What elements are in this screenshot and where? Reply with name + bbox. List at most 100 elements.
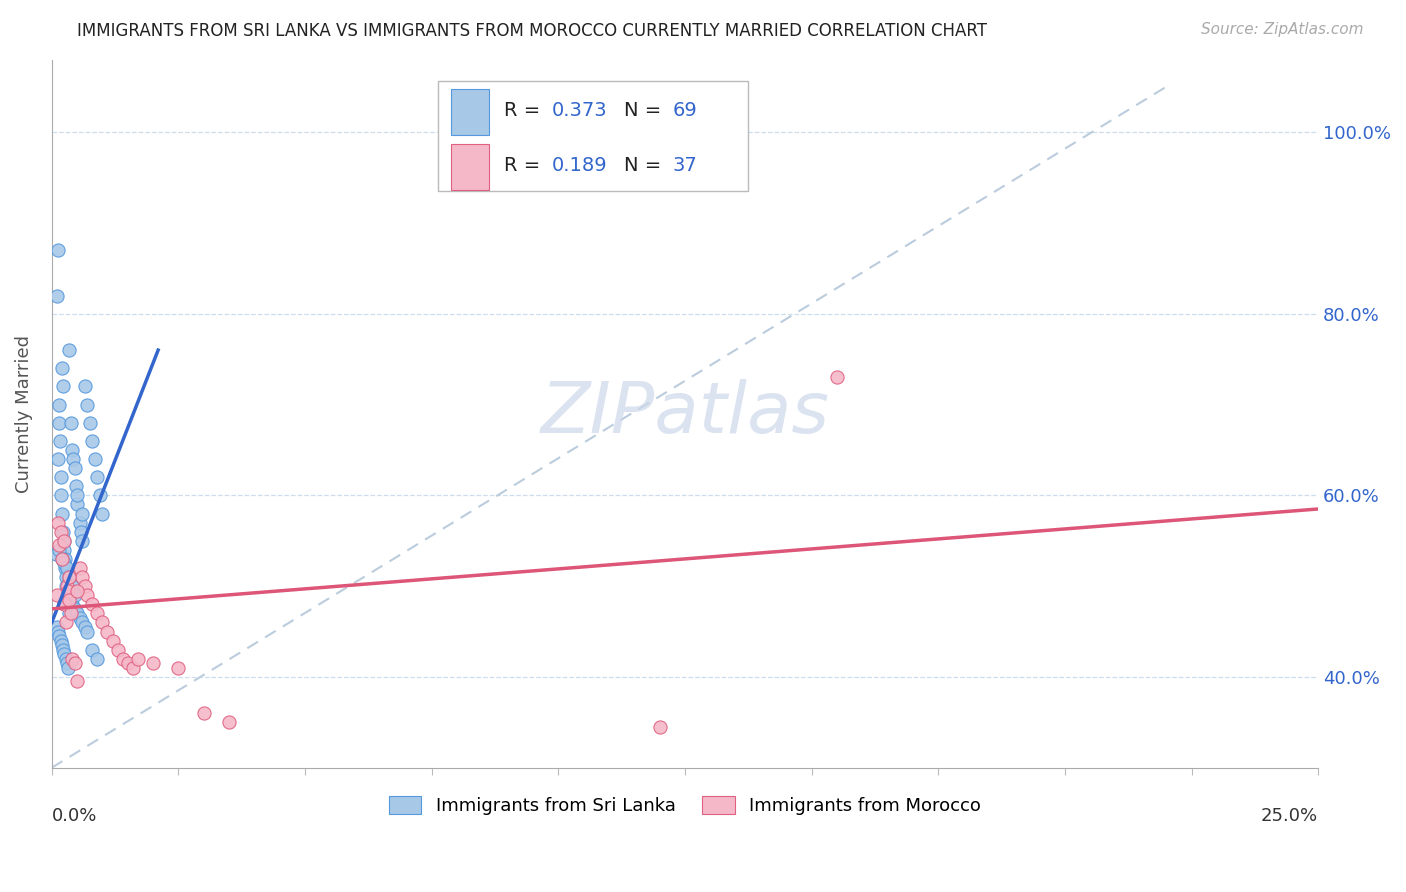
Point: [70, 570, 93, 584]
Point: [59, 607, 82, 621]
Point: [51, 638, 73, 652]
Point: [56, 597, 79, 611]
Point: [59, 588, 82, 602]
Point: [46, 244, 69, 258]
Point: [58, 343, 80, 357]
Point: [70, 507, 93, 521]
Point: [70, 615, 93, 630]
Point: [45, 588, 67, 602]
Point: [55, 570, 77, 584]
Point: [86, 470, 108, 484]
Point: [49, 470, 72, 484]
Text: N =: N =: [624, 155, 668, 175]
Point: [63, 657, 86, 671]
Point: [63, 461, 86, 475]
Point: [51, 552, 73, 566]
Point: [96, 624, 118, 639]
Point: [73, 579, 96, 593]
Point: [66, 674, 89, 689]
Point: [49, 524, 72, 539]
FancyBboxPatch shape: [439, 81, 748, 191]
Point: [55, 561, 77, 575]
Point: [91, 615, 114, 630]
Text: 0.0%: 0.0%: [52, 806, 97, 824]
Point: [193, 706, 215, 721]
Point: [56, 561, 79, 575]
Point: [48, 629, 70, 643]
Point: [52, 379, 75, 393]
Point: [101, 633, 124, 648]
Point: [82, 597, 104, 611]
Point: [69, 516, 91, 530]
Point: [45, 547, 67, 561]
Point: [53, 552, 76, 566]
Point: [70, 533, 93, 548]
Point: [63, 602, 86, 616]
Point: [82, 434, 104, 448]
Point: [58, 570, 80, 584]
Point: [76, 588, 98, 602]
Point: [45, 620, 67, 634]
Point: [65, 479, 87, 493]
Point: [46, 624, 69, 639]
Point: [51, 552, 73, 566]
Point: [55, 615, 77, 630]
Point: [76, 624, 98, 639]
Point: [52, 533, 75, 548]
Point: [62, 452, 84, 467]
Point: [52, 524, 75, 539]
Point: [127, 652, 149, 666]
Text: 0.189: 0.189: [553, 155, 607, 175]
Point: [167, 661, 190, 675]
Text: 69: 69: [672, 101, 697, 120]
Point: [51, 361, 73, 376]
Point: [117, 657, 139, 671]
Point: [70, 524, 93, 539]
Point: [53, 542, 76, 557]
Point: [76, 398, 98, 412]
Point: [73, 620, 96, 634]
Point: [48, 398, 70, 412]
Point: [107, 642, 129, 657]
Point: [69, 561, 91, 575]
Point: [48, 538, 70, 552]
Point: [142, 657, 165, 671]
Point: [56, 579, 79, 593]
Point: [89, 488, 111, 502]
Point: [56, 588, 79, 602]
Point: [55, 652, 77, 666]
Text: N =: N =: [624, 101, 668, 120]
Point: [53, 533, 76, 548]
Point: [60, 652, 83, 666]
Point: [58, 570, 80, 584]
Point: [60, 579, 83, 593]
Point: [86, 607, 108, 621]
Point: [58, 592, 80, 607]
Point: [66, 607, 89, 621]
Point: [648, 720, 671, 734]
Point: [83, 452, 105, 467]
Point: [49, 434, 72, 448]
Point: [56, 657, 79, 671]
Text: R =: R =: [503, 155, 547, 175]
Point: [51, 488, 73, 502]
Point: [66, 583, 89, 598]
Y-axis label: Currently Married: Currently Married: [15, 334, 32, 492]
Point: [59, 416, 82, 430]
Legend: Immigrants from Sri Lanka, Immigrants from Morocco: Immigrants from Sri Lanka, Immigrants fr…: [381, 789, 988, 822]
Point: [45, 288, 67, 302]
Text: 0.373: 0.373: [553, 101, 607, 120]
Point: [53, 557, 76, 571]
Point: [69, 611, 91, 625]
Point: [63, 588, 86, 602]
Point: [121, 661, 143, 675]
Point: [218, 715, 240, 730]
Point: [73, 379, 96, 393]
Point: [825, 370, 848, 384]
Point: [91, 507, 114, 521]
Text: Source: ZipAtlas.com: Source: ZipAtlas.com: [1201, 22, 1364, 37]
Point: [60, 597, 83, 611]
Text: R =: R =: [503, 101, 547, 120]
Point: [46, 452, 69, 467]
Text: ZIPatlas: ZIPatlas: [540, 379, 830, 448]
